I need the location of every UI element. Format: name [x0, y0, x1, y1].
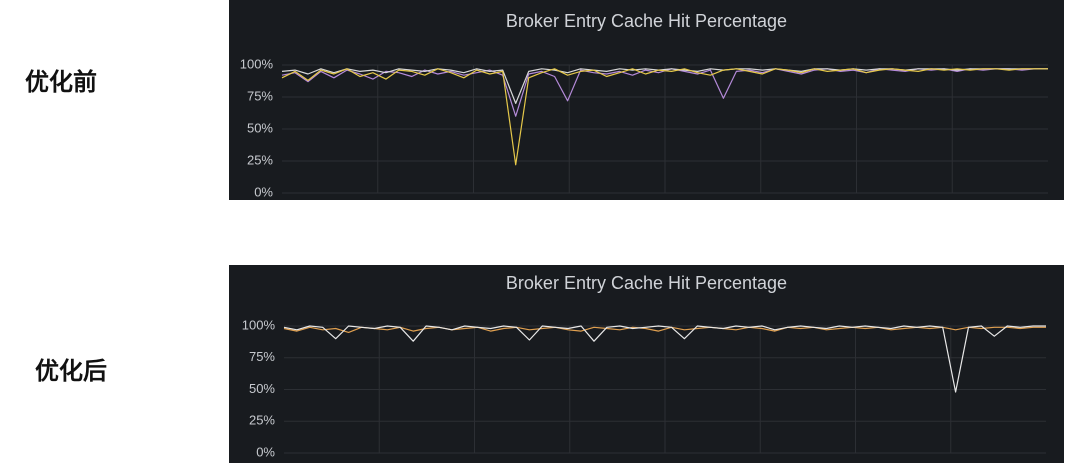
annotation: 优化前 — [25, 68, 97, 96]
y-tick-label: 25% — [247, 152, 273, 167]
y-tick-label: 0% — [256, 444, 275, 459]
series-line — [283, 325, 1046, 393]
y-tick-label: 0% — [254, 184, 273, 199]
y-tick-label: 50% — [247, 120, 273, 135]
y-tick-label: 75% — [247, 88, 273, 103]
panel: Broker Entry Cache Hit Percentage 0% 25% 50… — [229, 265, 1064, 463]
annotation: 优化后 — [35, 357, 107, 385]
y-tick-label: 100% — [242, 317, 276, 332]
panel: Broker Entry Cache Hit Percentage 0% 25% 50… — [229, 0, 1064, 200]
panel-title: Broker Entry Cache Hit Percentage — [506, 11, 787, 31]
series-line — [281, 68, 1048, 104]
panel-background — [229, 0, 1064, 200]
y-tick-label: 50% — [249, 381, 275, 396]
y-tick-label: 100% — [240, 56, 274, 71]
y-tick-label: 25% — [249, 413, 275, 428]
panel-background — [229, 265, 1064, 463]
y-tick-label: 75% — [249, 349, 275, 364]
series-line — [281, 68, 1048, 166]
panel-title: Broker Entry Cache Hit Percentage — [506, 273, 787, 293]
